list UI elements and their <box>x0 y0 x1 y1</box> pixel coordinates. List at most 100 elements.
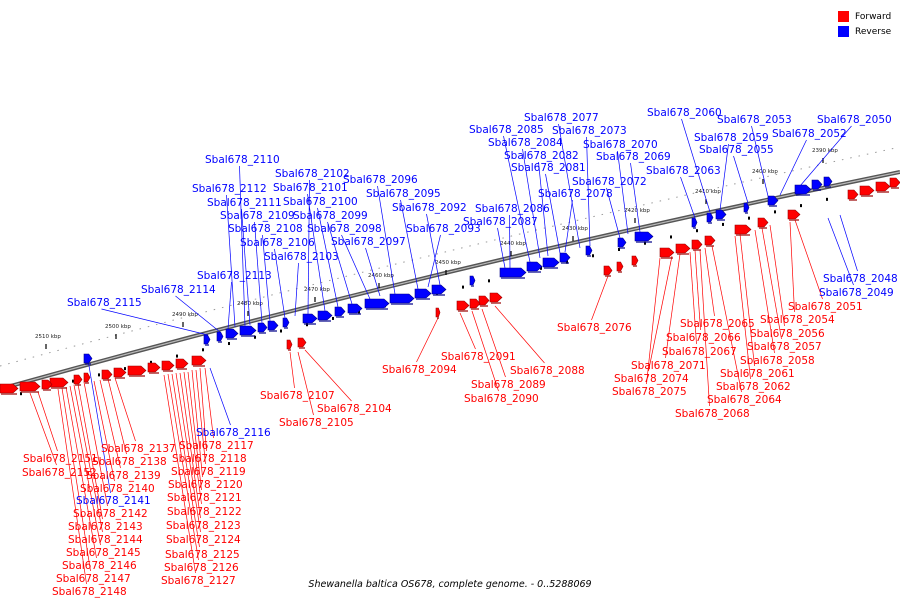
gene-leader-line <box>83 381 108 507</box>
gene-label: Sbal678_2075 <box>612 386 687 398</box>
forward-gene-arrow <box>847 189 859 200</box>
gene-leader-line <box>471 310 499 392</box>
gene-leader-line <box>509 214 511 269</box>
gene-label: Sbal678_2143 <box>68 521 143 533</box>
gene-leader-line <box>481 308 506 378</box>
gene-label: Sbal678_2103 <box>264 251 339 263</box>
genome-caption: Shewanella baltica OS678, complete genom… <box>308 579 592 590</box>
gene-leader-line <box>289 351 295 389</box>
gene-label: Sbal678_2120 <box>168 479 243 491</box>
gene-label: Sbal678_2091 <box>441 351 516 363</box>
reverse-gene-arrow <box>499 267 527 278</box>
gene-leader-line <box>564 199 573 253</box>
reverse-gene-arrow <box>743 202 750 213</box>
gene-label: Sbal678_2065 <box>680 318 755 330</box>
gene-leader-line <box>73 384 103 533</box>
gene-leader-line <box>545 173 561 254</box>
gene-label: Sbal678_2112 <box>192 183 267 195</box>
gene-leader-line <box>617 150 629 235</box>
gene-label: Sbal678_2126 <box>164 562 239 574</box>
reverse-gene-arrow <box>634 231 654 242</box>
forward-gene-arrow <box>691 239 703 250</box>
gene-label: Sbal678_2110 <box>205 154 280 166</box>
gene-leader-line <box>558 123 581 249</box>
legend: Forward Reverse <box>838 9 891 39</box>
forward-gene-arrow <box>478 295 490 306</box>
gene-label: Sbal678_2146 <box>62 560 137 572</box>
gene-label: Sbal678_2061 <box>720 368 795 380</box>
gene-leader-line <box>254 221 263 324</box>
reverse-gene-arrow <box>334 306 346 317</box>
forward-gene-arrow <box>191 355 207 366</box>
gene-leader-line <box>365 247 381 297</box>
gene-label: Sbal678_2084 <box>488 137 563 149</box>
gene-leader-line <box>307 193 326 312</box>
gene-label: Sbal678_2125 <box>165 549 240 561</box>
gene-leader-line <box>630 162 641 233</box>
forward-gene-arrow <box>73 374 83 385</box>
forward-gene-arrow <box>297 337 307 348</box>
reverse-gene-arrow <box>767 195 779 206</box>
gene-leader-line <box>689 251 697 345</box>
scale-tick-label: 2410 kbp <box>695 189 721 195</box>
gene-label: Sbal678_2088 <box>510 365 585 377</box>
reverse-gene-arrow <box>317 310 333 321</box>
forward-gene-arrow <box>659 247 675 258</box>
gene-label: Sbal678_2113 <box>197 270 272 282</box>
gene-label: Sbal678_2068 <box>675 408 750 420</box>
scale-tick-label: 2500 kbp <box>105 324 131 330</box>
gene-label: Sbal678_2099 <box>293 210 368 222</box>
gene-leader-line <box>699 249 710 407</box>
gene-label: Sbal678_2105 <box>279 417 354 429</box>
gene-label: Sbal678_2058 <box>740 355 815 367</box>
gene-label: Sbal678_2116 <box>196 427 271 439</box>
forward-gene-arrow <box>49 377 69 388</box>
gene-leader-line <box>400 199 419 290</box>
gene-label: Sbal678_2100 <box>283 196 358 208</box>
gene-leader-line <box>754 229 775 354</box>
gene-leader-line <box>163 374 196 574</box>
gene-leader-line <box>204 367 214 439</box>
scale-tick-label: 2440 kbp <box>500 241 526 247</box>
forward-gene-arrow <box>631 255 639 266</box>
gene-label: Sbal678_2086 <box>475 203 550 215</box>
forward-gene-arrow <box>787 209 801 220</box>
gene-leader-line <box>274 248 286 319</box>
gene-leader-line <box>459 312 476 350</box>
forward-gene-arrow <box>734 224 752 235</box>
gene-label: Sbal678_2122 <box>167 506 242 518</box>
legend-label-forward: Forward <box>855 11 892 22</box>
reverse-gene-arrow <box>715 209 727 220</box>
gene-label: Sbal678_2055 <box>699 144 774 156</box>
gene-leader-line <box>739 233 755 367</box>
gene-label: Sbal678_2121 <box>167 492 242 504</box>
gene-leader-line <box>416 317 439 363</box>
gene-leader-line <box>794 219 823 300</box>
reverse-gene-arrow <box>526 261 543 272</box>
gene-leader-line <box>107 378 127 455</box>
gene-label: Sbal678_2109 <box>220 210 295 222</box>
gene-leader-line <box>497 227 506 269</box>
reverse-gene-arrow <box>257 322 268 333</box>
gene-label: Sbal678_2118 <box>172 453 247 465</box>
legend-swatch-forward <box>838 11 849 22</box>
reverse-gene-arrow <box>389 293 415 304</box>
forward-gene-arrow <box>175 358 189 369</box>
gene-label: Sbal678_2142 <box>73 508 148 520</box>
forward-gene-arrow <box>603 265 613 276</box>
gene-label: Sbal678_2077 <box>524 112 599 124</box>
gene-leader-line <box>187 371 202 491</box>
forward-gene-arrow <box>489 292 503 303</box>
gene-label: Sbal678_2096 <box>343 174 418 186</box>
gene-leader-line <box>719 143 729 211</box>
gene-label: Sbal678_2076 <box>557 322 632 334</box>
gene-leader-line <box>167 373 199 561</box>
gene-label: Sbal678_2097 <box>331 236 406 248</box>
forward-gene-arrow <box>757 217 769 228</box>
gene-label: Sbal678_2093 <box>406 223 481 235</box>
gene-label: Sbal678_2104 <box>317 403 392 415</box>
gene-label: Sbal678_2053 <box>717 114 792 126</box>
reverse-gene-arrow <box>414 288 432 299</box>
legend-item-forward: Forward <box>838 9 891 24</box>
